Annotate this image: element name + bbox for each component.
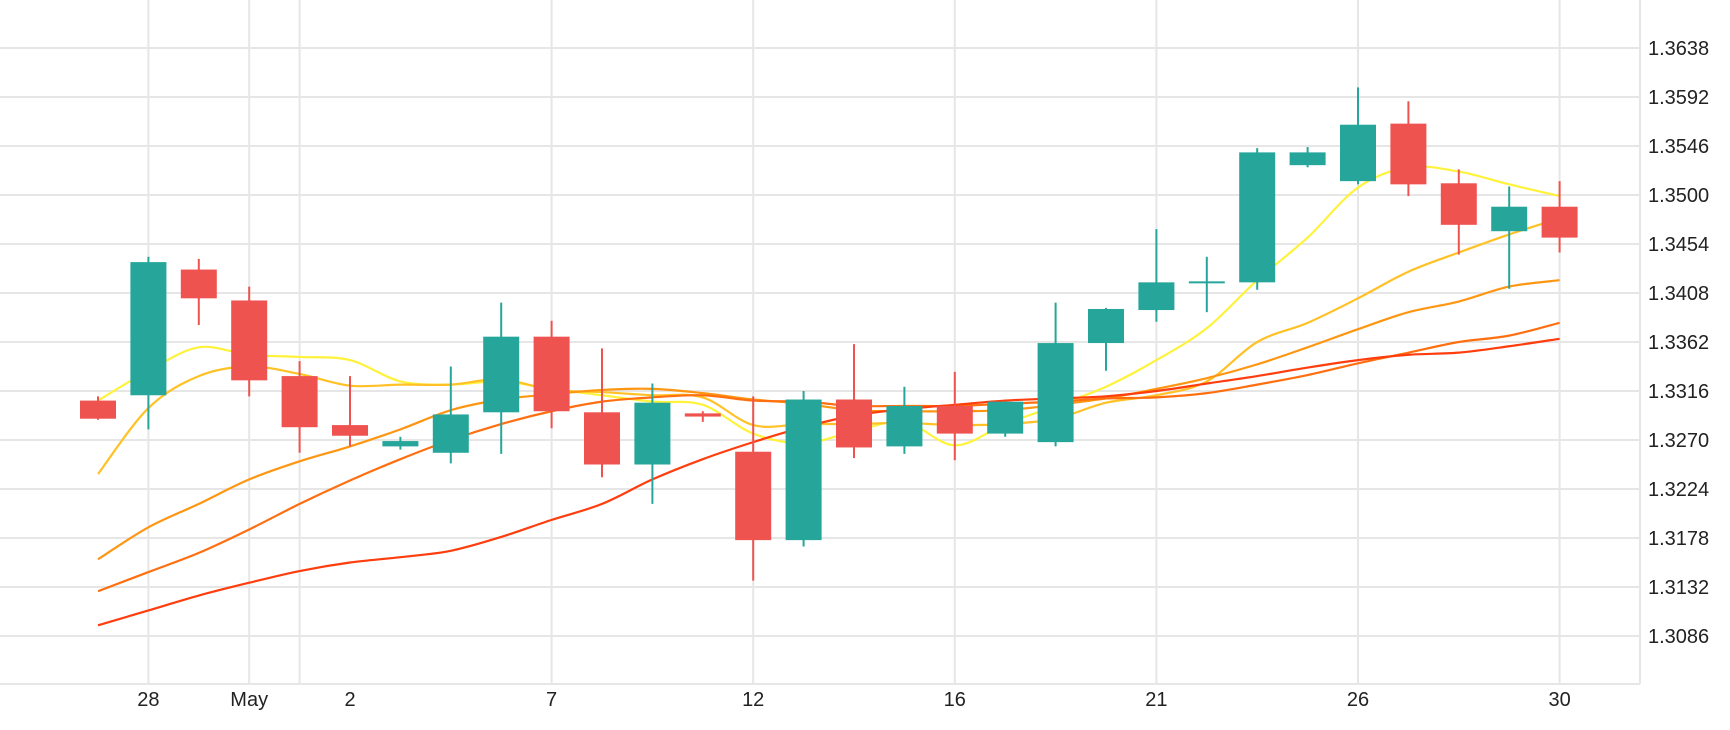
candle-layer — [80, 87, 1578, 581]
y-tick-label: 1.3500 — [1648, 185, 1709, 207]
candle — [1541, 181, 1578, 253]
candle-body — [1088, 308, 1124, 344]
candle — [1088, 307, 1124, 371]
candle-body — [1289, 152, 1326, 166]
candle — [886, 386, 923, 454]
candle-body — [533, 336, 570, 412]
candle — [483, 302, 520, 454]
candle — [684, 411, 721, 422]
candle-body — [1188, 281, 1225, 284]
candle-body — [382, 441, 419, 447]
candle-body — [1037, 343, 1074, 443]
candle-body — [80, 400, 116, 419]
x-tick-label: 28 — [137, 689, 159, 711]
y-tick-label: 1.3316 — [1648, 381, 1709, 403]
candle — [836, 344, 872, 459]
candle-body — [281, 376, 318, 428]
candle — [1188, 256, 1225, 313]
candle-body — [785, 399, 822, 541]
y-tick-label: 1.3270 — [1648, 430, 1709, 452]
candle — [130, 256, 167, 430]
candle — [281, 361, 318, 453]
candle-body — [987, 401, 1024, 434]
candle-body — [634, 402, 671, 465]
candle-body — [836, 399, 872, 448]
candle-body — [886, 405, 923, 447]
y-tick-label: 1.3546 — [1648, 136, 1709, 158]
x-tick-label: 7 — [546, 689, 557, 711]
moving-average-line-4 — [97, 321, 1560, 593]
x-tick-label: 2 — [344, 689, 355, 711]
candle-body — [1138, 282, 1175, 311]
candle — [432, 366, 469, 464]
candle — [1491, 186, 1528, 289]
candle — [584, 348, 620, 478]
x-tick-label: May — [230, 689, 268, 711]
candle — [1340, 87, 1376, 185]
y-tick-label: 1.3132 — [1648, 577, 1709, 599]
candle-body — [936, 405, 973, 434]
candle — [785, 391, 822, 547]
candle-body — [1340, 124, 1376, 182]
candle-body — [231, 300, 268, 381]
y-tick-label: 1.3086 — [1648, 626, 1709, 648]
y-tick-label: 1.3408 — [1648, 283, 1709, 305]
candle — [1138, 229, 1175, 322]
candle-body — [1491, 206, 1528, 232]
candle-body — [584, 412, 620, 465]
candle — [936, 371, 973, 461]
candle — [382, 436, 419, 450]
candle-body — [483, 336, 520, 413]
y-tick-label: 1.3592 — [1648, 87, 1709, 109]
candle — [1239, 148, 1276, 290]
candle — [987, 401, 1024, 437]
x-tick-label: 12 — [742, 689, 764, 711]
candle-body — [735, 451, 772, 541]
x-tick-label: 16 — [944, 689, 966, 711]
candle — [533, 320, 570, 429]
candle-body — [1239, 152, 1276, 283]
candle — [735, 396, 772, 581]
moving-average-line-5 — [97, 337, 1560, 627]
candle-body — [1541, 206, 1578, 238]
x-tick-label: 30 — [1548, 689, 1570, 711]
y-tick-label: 1.3224 — [1648, 479, 1709, 501]
candle-body — [1440, 183, 1477, 225]
candle-body — [432, 414, 469, 453]
y-tick-label: 1.3362 — [1648, 332, 1709, 354]
candle-body — [130, 262, 167, 396]
candle — [1289, 147, 1326, 168]
candle — [1037, 302, 1074, 447]
moving-average-line-3 — [97, 279, 1560, 561]
candle-body — [180, 269, 217, 299]
candle — [634, 383, 671, 504]
y-tick-label: 1.3454 — [1648, 234, 1709, 256]
x-tick-label: 26 — [1347, 689, 1369, 711]
y-tick-label: 1.3178 — [1648, 528, 1709, 550]
y-tick-label: 1.3638 — [1648, 38, 1709, 60]
candle — [80, 396, 116, 420]
axis-layer: 1.3638 1.3592 1.3546 1.3500 1.3454 1.3408 1.33… — [137, 38, 1709, 711]
candle — [180, 258, 217, 325]
candle — [231, 286, 268, 397]
candle — [1440, 169, 1477, 255]
candle — [1390, 101, 1427, 197]
candle-body — [1390, 123, 1427, 185]
candle — [332, 376, 368, 447]
candle-body — [684, 413, 721, 417]
candle-body — [332, 425, 368, 436]
moving-average-line-2 — [97, 217, 1560, 475]
moving-average-layer — [97, 165, 1560, 627]
x-tick-label: 21 — [1145, 689, 1167, 711]
